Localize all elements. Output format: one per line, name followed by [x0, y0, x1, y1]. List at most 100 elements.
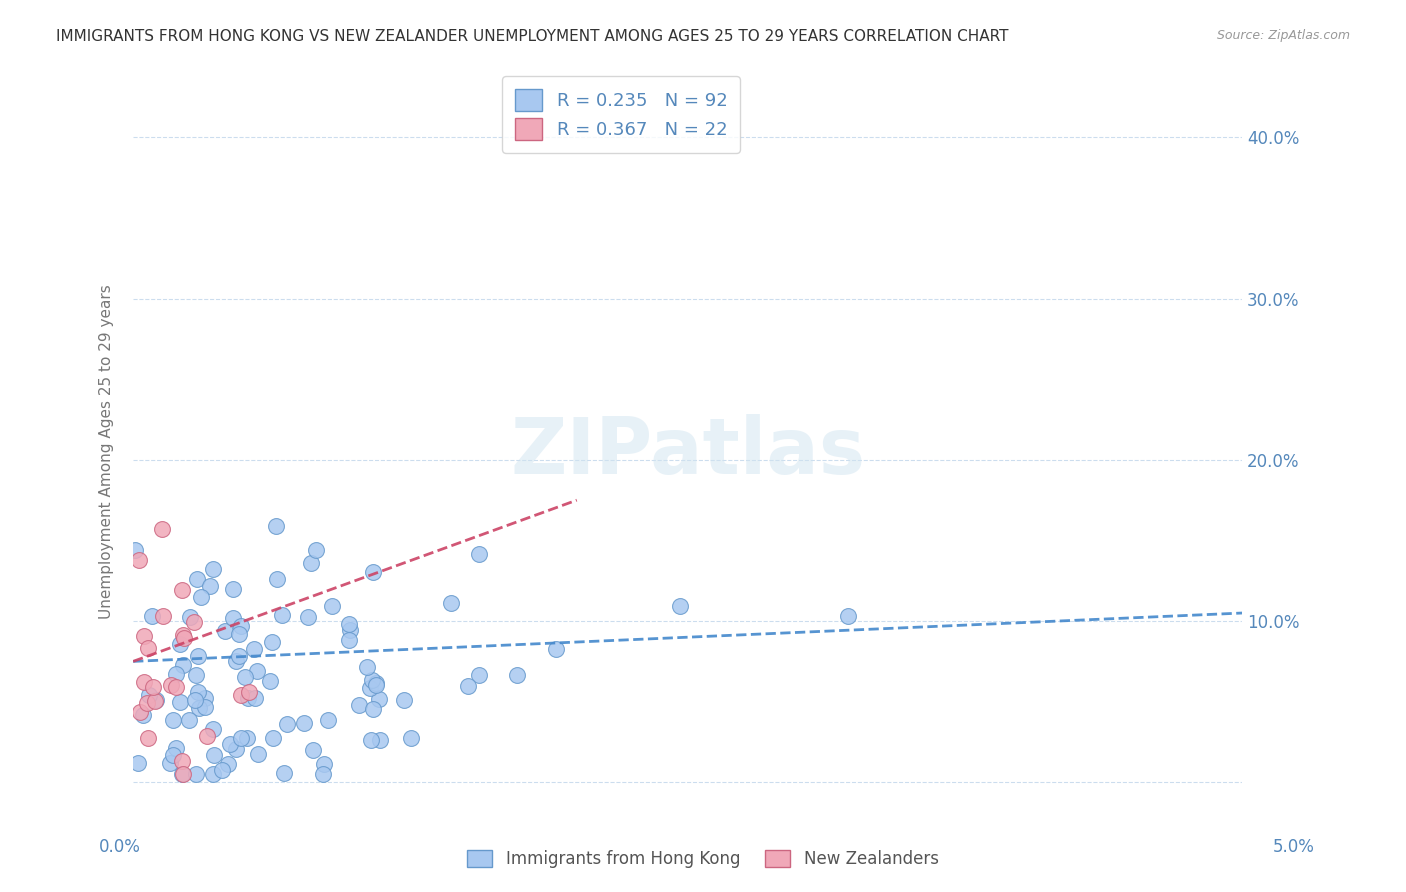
Point [170, 582, 193, 597]
Point [124, 542, 146, 557]
Point [231, 619, 253, 633]
Point [136, 696, 159, 710]
Point [184, 693, 207, 707]
Text: 0.0%: 0.0% [98, 838, 141, 855]
Point [361, 673, 384, 688]
Point [169, 637, 191, 651]
Point [141, 609, 163, 624]
Point [194, 700, 217, 714]
Point [202, 748, 225, 763]
Point [134, 674, 156, 689]
Point [468, 667, 491, 681]
Point [143, 693, 166, 707]
Point [132, 629, 155, 643]
Point [177, 713, 200, 727]
Point [837, 609, 859, 624]
Point [299, 556, 322, 570]
Point [136, 641, 159, 656]
Point [145, 693, 167, 707]
Point [218, 737, 240, 751]
Point [260, 634, 283, 648]
Point [152, 523, 174, 537]
Point [152, 608, 174, 623]
Point [363, 702, 385, 716]
Point [231, 688, 253, 702]
Point [364, 676, 387, 690]
Point [129, 706, 152, 720]
Point [211, 763, 233, 777]
Point [195, 729, 218, 743]
Point [356, 659, 378, 673]
Point [360, 732, 382, 747]
Point [172, 627, 194, 641]
Point [190, 590, 212, 604]
Point [276, 717, 298, 731]
Point [159, 756, 181, 770]
Point [271, 607, 294, 622]
Point [238, 685, 260, 699]
Point [392, 693, 415, 707]
Point [170, 754, 193, 768]
Point [136, 731, 159, 745]
Text: Source: ZipAtlas.com: Source: ZipAtlas.com [1216, 29, 1350, 42]
Point [246, 747, 269, 761]
Point [187, 648, 209, 663]
Point [186, 767, 208, 781]
Point [305, 543, 328, 558]
Point [262, 731, 284, 745]
Legend: R = 0.235   N = 92, R = 0.367   N = 22: R = 0.235 N = 92, R = 0.367 N = 22 [502, 77, 740, 153]
Point [225, 654, 247, 668]
Point [187, 684, 209, 698]
Point [364, 678, 387, 692]
Point [183, 615, 205, 630]
Point [186, 668, 208, 682]
Point [546, 642, 568, 657]
Point [228, 627, 250, 641]
Point [166, 680, 188, 694]
Text: 5.0%: 5.0% [1272, 838, 1315, 855]
Point [273, 766, 295, 780]
Point [128, 552, 150, 566]
Point [142, 680, 165, 694]
Point [457, 679, 479, 693]
Point [132, 707, 155, 722]
Point [259, 673, 281, 688]
Point [160, 678, 183, 692]
Point [311, 767, 333, 781]
Legend: Immigrants from Hong Kong, New Zealanders: Immigrants from Hong Kong, New Zealander… [461, 843, 945, 875]
Point [172, 767, 194, 781]
Point [337, 617, 360, 632]
Point [188, 701, 211, 715]
Point [337, 632, 360, 647]
Point [321, 599, 343, 613]
Point [202, 767, 225, 781]
Point [162, 713, 184, 727]
Point [228, 649, 250, 664]
Point [292, 715, 315, 730]
Point [186, 572, 208, 586]
Point [297, 609, 319, 624]
Point [467, 547, 489, 561]
Point [243, 642, 266, 657]
Point [361, 565, 384, 579]
Point [222, 611, 245, 625]
Point [172, 658, 194, 673]
Point [138, 688, 160, 702]
Point [162, 747, 184, 762]
Point [214, 624, 236, 638]
Point [165, 741, 187, 756]
Point [264, 518, 287, 533]
Point [169, 695, 191, 709]
Point [201, 562, 224, 576]
Point [201, 722, 224, 736]
Point [225, 742, 247, 756]
Point [217, 756, 239, 771]
Point [194, 691, 217, 706]
Point [238, 690, 260, 705]
Point [172, 767, 194, 781]
Point [339, 623, 361, 637]
Point [312, 757, 335, 772]
Point [222, 582, 245, 596]
Point [173, 631, 195, 645]
Y-axis label: Unemployment Among Ages 25 to 29 years: Unemployment Among Ages 25 to 29 years [100, 285, 114, 619]
